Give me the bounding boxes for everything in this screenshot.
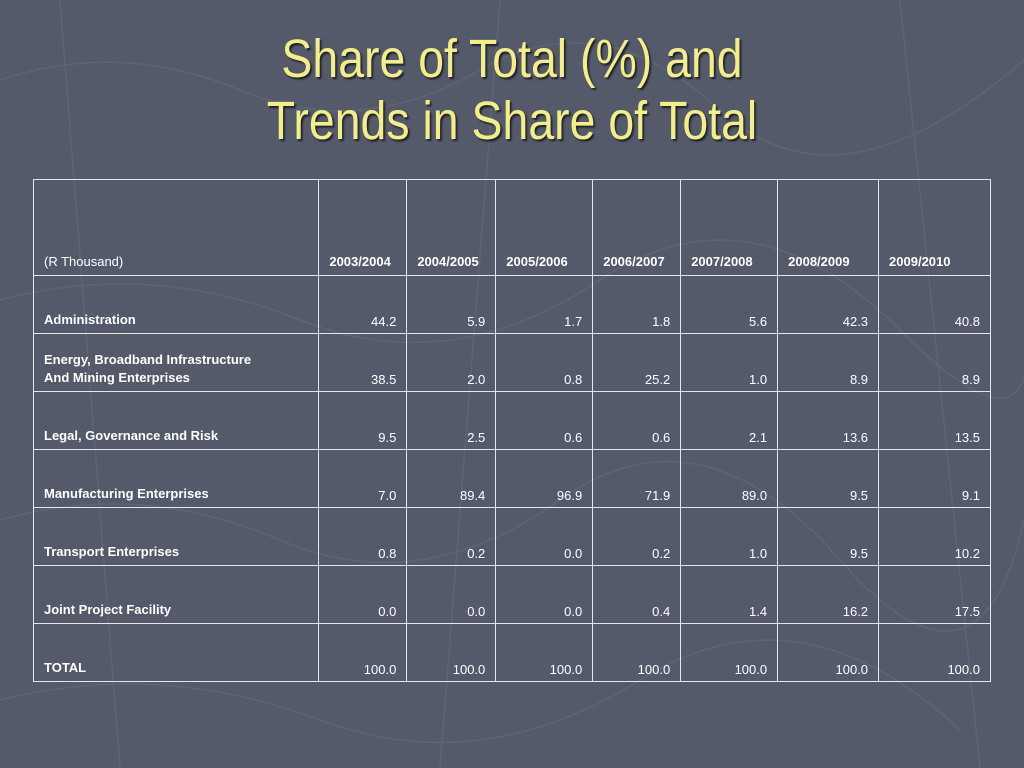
value-cell: 0.2 <box>406 507 497 566</box>
row-label-line: Manufacturing Enterprises <box>44 486 209 501</box>
row-label-line: TOTAL <box>44 660 87 675</box>
value-cell: 7.0 <box>318 449 408 508</box>
value-cell: 0.0 <box>318 565 408 624</box>
row-label-line: And Mining Enterprises <box>44 370 190 385</box>
value-cell: 17.5 <box>878 565 991 624</box>
year-header: 2005/2006 <box>495 179 594 276</box>
value-cell: 9.1 <box>878 449 991 508</box>
table-row: TOTAL 100.0 100.0 100.0 100.0 100.0 100.0 100.0 <box>32 623 991 682</box>
value-cell: 1.0 <box>680 333 779 392</box>
value-cell: 0.8 <box>495 333 594 392</box>
value-cell: 10.2 <box>878 507 991 566</box>
value-cell: 1.8 <box>592 275 682 334</box>
row-label: TOTAL <box>32 623 320 682</box>
year-header: 2003/2004 <box>318 179 408 276</box>
value-cell: 0.8 <box>318 507 408 566</box>
value-cell: 40.8 <box>878 275 991 334</box>
value-cell: 96.9 <box>495 449 594 508</box>
year-header: 2004/2005 <box>406 179 497 276</box>
row-label: Legal, Governance and Risk <box>32 391 320 450</box>
value-cell: 0.4 <box>592 565 682 624</box>
table-row: Transport Enterprises 0.8 0.2 0.0 0.2 1.0 9.5 1… <box>32 507 991 566</box>
table-row: Joint Project Facility 0.0 0.0 0.0 0.4 1.4 16.… <box>32 565 991 624</box>
unit-label: (R Thousand) <box>32 179 320 276</box>
row-label-line: Joint Project Facility <box>44 602 172 617</box>
value-cell: 9.5 <box>777 507 880 566</box>
value-cell: 13.5 <box>878 391 991 450</box>
value-cell: 13.6 <box>777 391 880 450</box>
value-cell: 2.0 <box>406 333 497 392</box>
year-header: 2009/2010 <box>878 179 991 276</box>
title-line-2: Trends in Share of Total <box>266 91 758 151</box>
value-cell: 100.0 <box>777 623 880 682</box>
value-cell: 100.0 <box>592 623 682 682</box>
row-label: Administration <box>32 275 320 334</box>
year-header: 2007/2008 <box>680 179 779 276</box>
row-label-line: Administration <box>44 312 136 327</box>
table-header-row: (R Thousand) 2003/2004 2004/2005 2005/20… <box>32 179 991 276</box>
share-of-total-table: (R Thousand) 2003/2004 2004/2005 2005/20… <box>32 179 991 682</box>
year-header: 2006/2007 <box>592 179 682 276</box>
value-cell: 9.5 <box>318 391 408 450</box>
value-cell: 100.0 <box>318 623 408 682</box>
value-cell: 0.0 <box>495 507 594 566</box>
slide-title: Share of Total (%) and Trends in Share o… <box>72 28 953 152</box>
row-label: Transport Enterprises <box>32 507 320 566</box>
value-cell: 16.2 <box>777 565 880 624</box>
value-cell: 100.0 <box>680 623 779 682</box>
value-cell: 0.6 <box>495 391 594 450</box>
value-cell: 8.9 <box>878 333 991 392</box>
row-label: Energy, Broadband Infrastructure And Mini… <box>32 333 320 392</box>
year-header: 2008/2009 <box>777 179 880 276</box>
value-cell: 100.0 <box>878 623 991 682</box>
value-cell: 0.6 <box>592 391 682 450</box>
table-row: Energy, Broadband Infrastructure And Mini… <box>32 333 991 392</box>
value-cell: 89.4 <box>406 449 497 508</box>
value-cell: 0.0 <box>495 565 594 624</box>
value-cell: 100.0 <box>495 623 594 682</box>
value-cell: 2.1 <box>680 391 779 450</box>
value-cell: 44.2 <box>318 275 408 334</box>
value-cell: 100.0 <box>406 623 497 682</box>
row-label-line: Energy, Broadband Infrastructure <box>44 352 252 367</box>
value-cell: 71.9 <box>592 449 682 508</box>
value-cell: 2.5 <box>406 391 497 450</box>
table-row: Administration 44.2 5.9 1.7 1.8 5.6 42.3 40.8 <box>32 275 991 334</box>
value-cell: 1.4 <box>680 565 779 624</box>
value-cell: 9.5 <box>777 449 880 508</box>
row-label: Joint Project Facility <box>32 565 320 624</box>
value-cell: 1.7 <box>495 275 594 334</box>
value-cell: 38.5 <box>318 333 408 392</box>
value-cell: 0.0 <box>406 565 497 624</box>
value-cell: 42.3 <box>777 275 880 334</box>
value-cell: 0.2 <box>592 507 682 566</box>
row-label: Manufacturing Enterprises <box>32 449 320 508</box>
value-cell: 1.0 <box>680 507 779 566</box>
table-body: Administration 44.2 5.9 1.7 1.8 5.6 42.3 40.8 En… <box>32 275 991 682</box>
value-cell: 5.9 <box>406 275 497 334</box>
value-cell: 25.2 <box>592 333 682 392</box>
value-cell: 8.9 <box>777 333 880 392</box>
value-cell: 5.6 <box>680 275 779 334</box>
table-row: Legal, Governance and Risk 9.5 2.5 0.6 0.6 2.… <box>32 391 991 450</box>
row-label-line: Transport Enterprises <box>44 544 180 559</box>
value-cell: 89.0 <box>680 449 779 508</box>
row-label-line: Legal, Governance and Risk <box>44 428 219 443</box>
table-row: Manufacturing Enterprises 7.0 89.4 96.9 71.9… <box>32 449 991 508</box>
title-line-1: Share of Total (%) and <box>281 29 743 89</box>
